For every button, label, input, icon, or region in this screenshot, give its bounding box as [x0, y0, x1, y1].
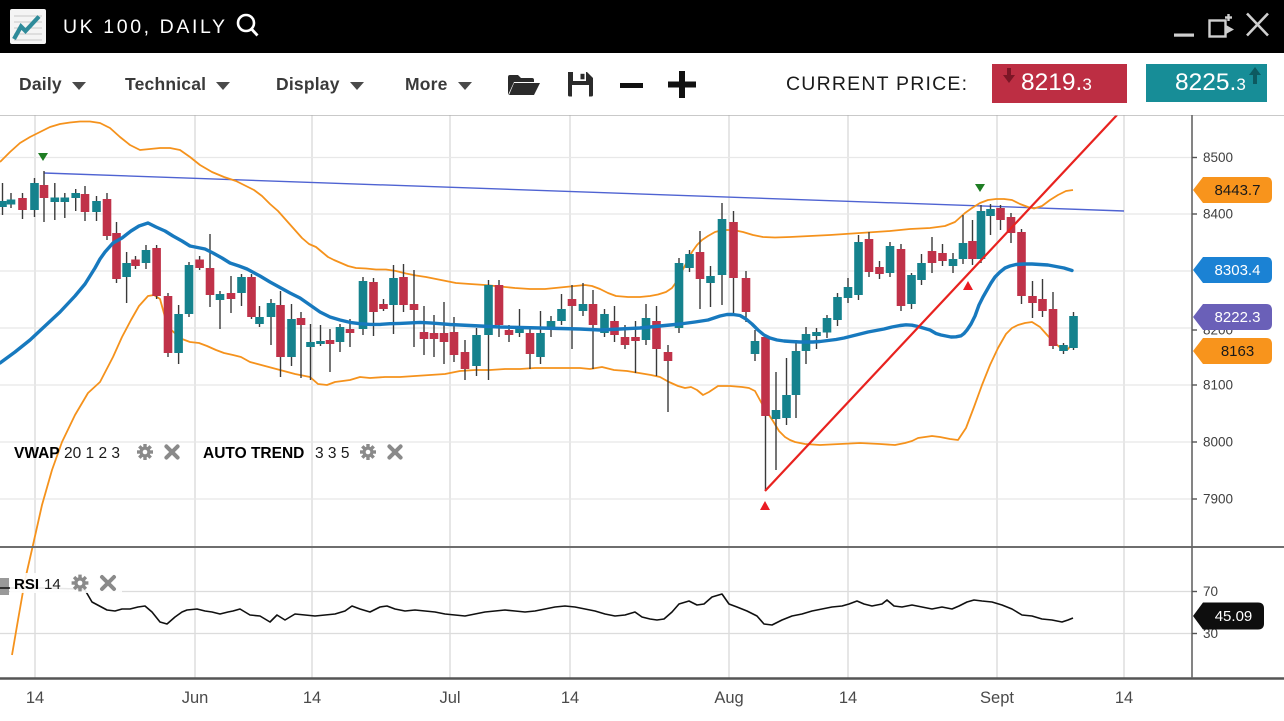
svg-text:RSI: RSI: [14, 576, 39, 593]
svg-text:Jun: Jun: [182, 689, 209, 707]
svg-text:8000: 8000: [1203, 435, 1233, 450]
svg-text:8222.3: 8222.3: [1215, 309, 1261, 326]
svg-text:7900: 7900: [1203, 492, 1233, 507]
svg-text:70: 70: [1203, 584, 1218, 599]
svg-text:8303.4: 8303.4: [1215, 262, 1261, 279]
svg-text:14: 14: [44, 576, 61, 593]
svg-text:VWAP: VWAP: [14, 445, 60, 462]
svg-text:14: 14: [303, 689, 321, 707]
svg-text:30: 30: [1203, 626, 1218, 641]
svg-text:20 1 2 3: 20 1 2 3: [64, 445, 120, 462]
svg-text:14: 14: [26, 689, 44, 707]
svg-text:Sept: Sept: [980, 689, 1014, 707]
svg-text:Jul: Jul: [439, 689, 460, 707]
svg-text:8163: 8163: [1221, 343, 1254, 360]
svg-text:8100: 8100: [1203, 378, 1233, 393]
svg-text:Aug: Aug: [714, 689, 743, 707]
svg-text:45.09: 45.09: [1215, 608, 1253, 625]
svg-text:8400: 8400: [1203, 207, 1233, 222]
svg-text:8443.7: 8443.7: [1215, 182, 1261, 199]
svg-text:3 3 5: 3 3 5: [315, 445, 349, 462]
svg-text:14: 14: [839, 689, 857, 707]
svg-text:8500: 8500: [1203, 150, 1233, 165]
svg-text:AUTO TREND: AUTO TREND: [203, 445, 304, 462]
svg-text:14: 14: [1115, 689, 1133, 707]
svg-text:14: 14: [561, 689, 579, 707]
